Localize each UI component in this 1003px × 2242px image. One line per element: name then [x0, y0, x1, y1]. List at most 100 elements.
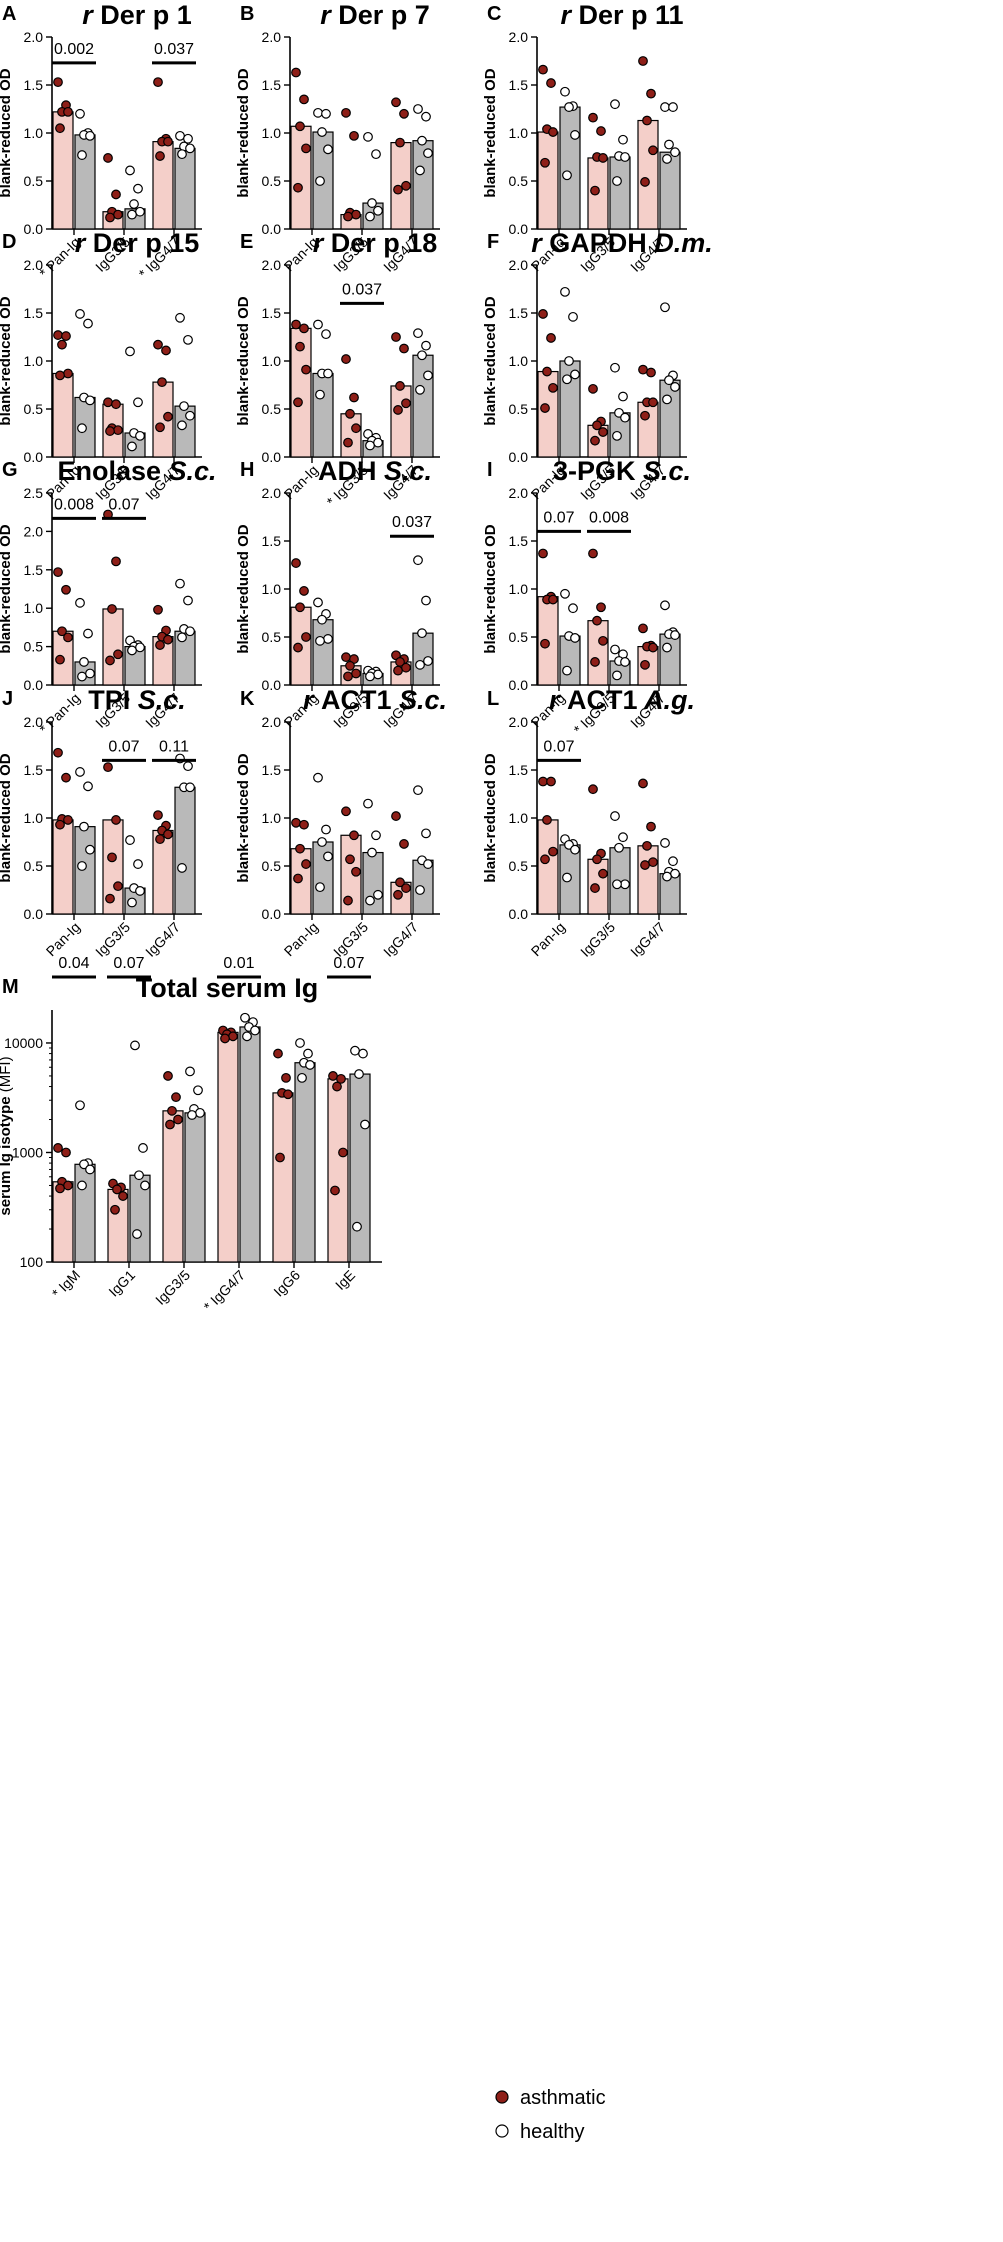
data-point-healthy [135, 642, 145, 653]
data-point-healthy [130, 1040, 140, 1051]
data-point-asthmatic [161, 345, 171, 356]
data-point-asthmatic [546, 333, 556, 343]
data-point-healthy [185, 782, 195, 793]
y-tick-label: 1.5 [24, 562, 44, 578]
y-tick-label: 2.0 [24, 714, 44, 730]
data-point-healthy [610, 811, 620, 821]
y-tick-label: 0.5 [509, 173, 529, 189]
chart-title: r Der p 1 [82, 0, 192, 30]
data-point-asthmatic [393, 405, 403, 415]
data-point-asthmatic [110, 1204, 120, 1215]
data-point-healthy [670, 868, 680, 879]
data-point-healthy [138, 1143, 148, 1153]
data-point-healthy [315, 389, 325, 400]
x-tick-label: IgG4/7 [380, 919, 421, 960]
data-point-healthy [85, 1164, 95, 1175]
y-tick-label: 2.0 [262, 714, 282, 730]
y-tick-label: 2.0 [262, 29, 282, 45]
y-tick-label: 1.0 [24, 600, 44, 616]
data-point-healthy [135, 886, 145, 896]
legend-healthy-marker [495, 2124, 509, 2138]
panel-J: J TPI S.c. blank-reduced OD 0.0 0.5 1.0 1.5 2.0… [0, 685, 202, 960]
data-point-healthy [125, 165, 135, 176]
data-point-asthmatic [105, 426, 115, 436]
data-point-asthmatic [648, 642, 658, 653]
data-point-asthmatic [640, 177, 650, 187]
data-point-healthy [660, 838, 670, 848]
data-point-healthy [614, 842, 624, 853]
data-point-healthy [560, 588, 570, 599]
data-point-asthmatic [588, 784, 598, 795]
data-point-healthy [317, 837, 327, 847]
data-point-asthmatic [345, 854, 355, 865]
x-tick-label: * IgM [49, 1267, 83, 1301]
data-point-asthmatic [163, 1071, 173, 1081]
y-tick-label: 0.0 [509, 221, 529, 237]
bar-healthy [312, 619, 334, 686]
data-point-asthmatic [155, 640, 165, 650]
y-axis-label: blank-reduced OD [482, 68, 499, 197]
data-point-healthy [79, 657, 89, 667]
y-tick-label: 0.5 [24, 401, 44, 417]
bar-asthmatic [52, 372, 74, 458]
data-point-healthy [564, 102, 574, 112]
data-point-healthy [177, 632, 187, 643]
y-tick-label: 0.5 [509, 629, 529, 645]
data-point-healthy [612, 879, 622, 890]
title-species: S.c. [636, 456, 692, 486]
data-point-asthmatic [163, 136, 173, 147]
data-point-healthy [177, 149, 187, 160]
bar-healthy [294, 1062, 316, 1263]
bar-asthmatic [637, 119, 659, 230]
data-point-healthy [321, 108, 331, 119]
title-main: Der p 1 [100, 0, 192, 30]
x-tick-label: * IgG4/7 [200, 1267, 248, 1315]
data-point-asthmatic [401, 180, 411, 191]
data-point-healthy [371, 149, 381, 160]
data-point-asthmatic [155, 422, 165, 433]
data-point-healthy [417, 135, 427, 146]
data-point-healthy [305, 1060, 315, 1070]
data-point-asthmatic [548, 382, 558, 393]
data-point-asthmatic [228, 1031, 238, 1042]
bar-healthy [559, 106, 581, 230]
data-point-healthy [660, 302, 670, 313]
data-point-asthmatic [61, 331, 71, 341]
data-point-asthmatic [113, 649, 123, 660]
y-axis-label: blank-reduced OD [482, 296, 499, 425]
x-tick-label: Pan-Ig [281, 919, 321, 959]
data-point-healthy [668, 856, 678, 867]
data-point-healthy [670, 147, 680, 158]
data-point-healthy [363, 798, 373, 809]
data-point-asthmatic [301, 143, 311, 154]
data-point-asthmatic [105, 655, 115, 666]
bar-healthy [312, 372, 334, 458]
y-tick-label: 0.5 [24, 173, 44, 189]
data-point-asthmatic [538, 64, 548, 75]
data-point-healthy [664, 139, 674, 150]
bar-healthy [659, 633, 681, 686]
y-tick-label: 0.0 [262, 449, 282, 465]
x-tick-label: IgG3/5 [92, 919, 133, 960]
y-axis-label: blank-reduced OD [235, 296, 252, 425]
data-point-asthmatic [155, 834, 165, 845]
chart-title: r ACT1 A.g. [549, 685, 695, 715]
data-point-asthmatic [546, 78, 556, 88]
bar-asthmatic [162, 1110, 184, 1263]
data-point-asthmatic [590, 657, 600, 667]
data-point-healthy [132, 1229, 142, 1239]
data-point-healthy [668, 102, 678, 112]
data-point-healthy [423, 148, 433, 159]
data-point-healthy [354, 1069, 364, 1079]
y-tick-label: 1.0 [24, 810, 44, 826]
data-point-asthmatic [107, 604, 117, 614]
chart-title: TPI S.c. [88, 685, 186, 715]
data-point-asthmatic [343, 895, 353, 906]
bar-asthmatic [52, 819, 74, 915]
title-prefix: r [320, 0, 338, 30]
data-point-healthy [83, 781, 93, 792]
p-value-label: 0.002 [54, 41, 94, 58]
data-point-asthmatic [113, 881, 123, 892]
y-tick-label: 2.0 [24, 523, 44, 539]
